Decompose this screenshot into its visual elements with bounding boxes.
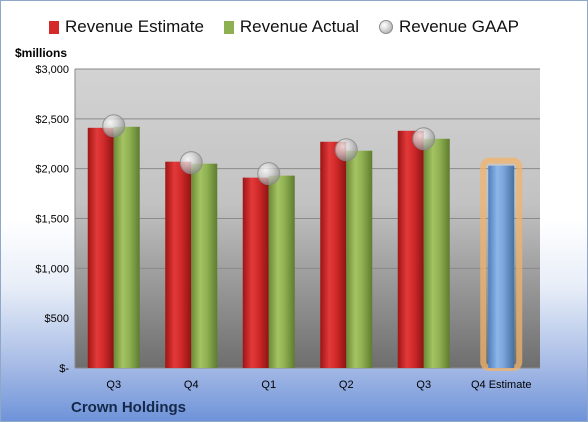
legend-label-revenue-actual: Revenue Actual — [239, 17, 359, 36]
x-tick-label: Q4 Estimate — [471, 379, 532, 391]
bar-revenue-estimate — [397, 130, 424, 368]
bar-q4-estimate — [488, 165, 515, 368]
legend-swatch-revenue-estimate — [49, 20, 59, 34]
y-tick-label: $1,000 — [35, 263, 69, 275]
marker-revenue-gaap — [179, 151, 203, 175]
x-tick-label: Q1 — [261, 379, 276, 391]
bar-revenue-actual — [423, 138, 450, 368]
legend-item-revenue-actual: Revenue Actual — [223, 17, 359, 37]
y-tick-label: $1,500 — [35, 214, 69, 226]
legend-label-revenue-gaap: Revenue GAAP — [399, 17, 520, 36]
bar-revenue-actual — [191, 163, 218, 368]
legend-item-revenue-gaap: Revenue GAAP — [379, 17, 519, 37]
y-tick-label: $500 — [45, 313, 69, 325]
legend-marker-revenue-gaap — [379, 20, 393, 34]
x-tick-label: Q2 — [339, 379, 354, 391]
bar-revenue-estimate — [242, 177, 269, 368]
y-axis-unit-label: $millions — [15, 46, 68, 60]
bar-revenue-actual — [346, 150, 373, 368]
legend-item-revenue-estimate: Revenue Estimate — [49, 17, 204, 37]
x-tick-label: Q3 — [106, 379, 121, 391]
bar-revenue-estimate — [320, 141, 347, 368]
x-tick-label: Q3 — [416, 379, 431, 391]
marker-revenue-gaap — [257, 162, 281, 186]
x-tick-label: Q4 — [184, 379, 199, 391]
bar-revenue-actual — [113, 126, 140, 368]
bar-revenue-estimate — [165, 161, 192, 368]
marker-revenue-gaap — [334, 138, 358, 162]
marker-revenue-gaap — [412, 127, 436, 151]
company-name: Crown Holdings — [71, 399, 186, 416]
bar-revenue-actual — [268, 175, 295, 368]
legend-swatch-revenue-actual — [223, 20, 234, 34]
legend-label-revenue-estimate: Revenue Estimate — [65, 17, 204, 36]
y-tick-label: $2,500 — [35, 114, 69, 126]
bar-revenue-estimate — [87, 127, 114, 368]
legend: Revenue Estimate Revenue Actual Revenue … — [49, 17, 539, 37]
y-tick-label: $2,000 — [35, 164, 69, 176]
marker-revenue-gaap — [102, 114, 126, 138]
y-tick-label: $3,000 — [35, 64, 69, 76]
y-tick-label: $- — [59, 363, 69, 375]
